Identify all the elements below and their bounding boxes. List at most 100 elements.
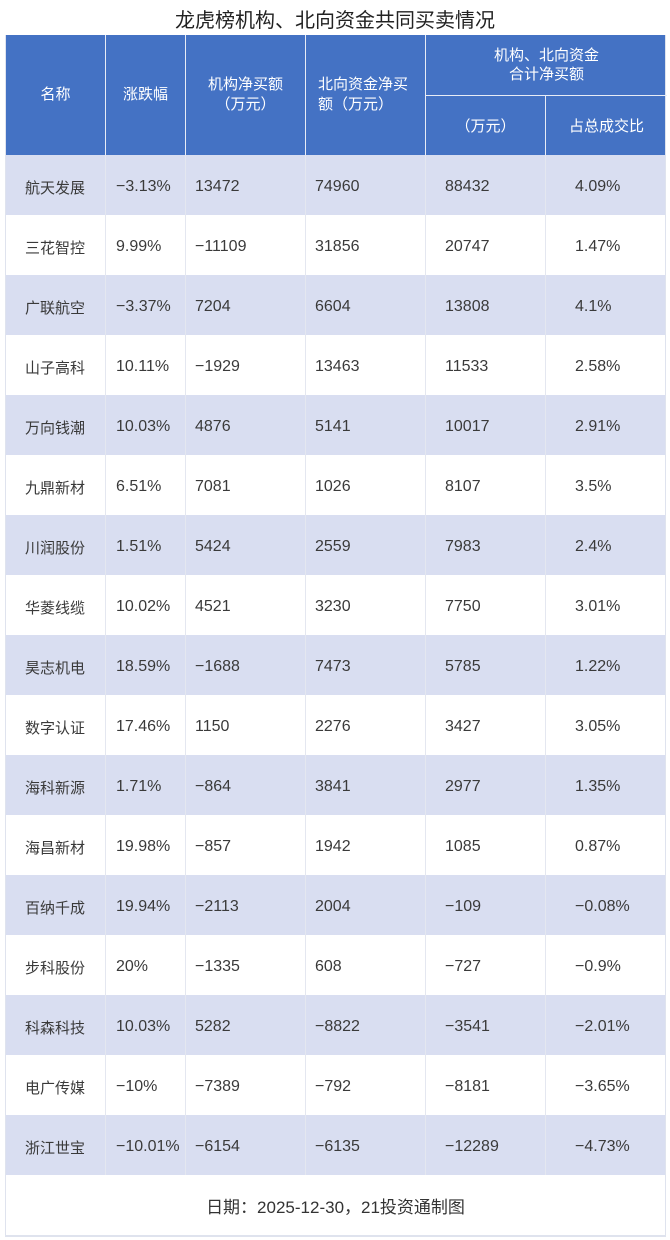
- cell-combined-ratio: 2.91%: [575, 418, 621, 435]
- cell-inst-net: −1929: [186, 335, 306, 395]
- table-row: 华菱线缆 10.02% 4521 3230 7750 3.01%: [6, 575, 665, 635]
- table-header: 名称 涨跌幅 机构净买额 （万元） 北向资金净买 额（万元） 机构、北向资金 合…: [6, 35, 667, 155]
- cell-combined-net: 7750: [426, 575, 546, 635]
- cell-combined-ratio: 2.58%: [575, 358, 621, 375]
- cell-name: 数字认证: [6, 695, 106, 755]
- table-row: 广联航空 −3.37% 7204 6604 13808 4.1%: [6, 275, 665, 335]
- cell-north-net: −8822: [306, 995, 426, 1055]
- cell-change: 1.71%: [106, 755, 186, 815]
- cell-name: 海昌新材: [6, 815, 106, 875]
- cell-north-net: 6604: [306, 275, 426, 335]
- header-combined-unit-label: （万元）: [455, 118, 516, 135]
- cell-north-net: 7473: [306, 635, 426, 695]
- cell-name: 万向钱潮: [6, 395, 106, 455]
- header-inst-net-line1: 机构净买额: [207, 76, 283, 93]
- cell-combined-ratio: 1.35%: [575, 778, 621, 795]
- cell-combined-net: 20747: [426, 215, 546, 275]
- header-inst-net-line2: （万元）: [215, 96, 276, 113]
- data-table: 名称 涨跌幅 机构净买额 （万元） 北向资金净买 额（万元） 机构、北向资金 合…: [5, 35, 667, 1237]
- cell-combined-net: −109: [426, 875, 546, 935]
- table-body: 航天发展 −3.13% 13472 74960 88432 4.09% 三花智控 9.99% −…: [6, 155, 665, 1175]
- cell-combined-net: 1085: [426, 815, 546, 875]
- cell-north-net: −6135: [306, 1115, 426, 1175]
- cell-change: 19.98%: [106, 815, 186, 875]
- cell-name: 广联航空: [6, 275, 106, 335]
- cell-change: −3.13%: [106, 155, 186, 215]
- cell-change: 19.94%: [106, 875, 186, 935]
- cell-combined-ratio: 3.05%: [575, 718, 621, 735]
- cell-inst-net: 1150: [186, 695, 306, 755]
- cell-inst-net: 5424: [186, 515, 306, 575]
- table-row: 川润股份 1.51% 5424 2559 7983 2.4%: [6, 515, 665, 575]
- cell-name: 科森科技: [6, 995, 106, 1055]
- table-row: 万向钱潮 10.03% 4876 5141 10017 2.91%: [6, 395, 665, 455]
- table-row: 百纳千成 19.94% −2113 2004 −109 −0.08%: [6, 875, 665, 935]
- cell-change: 20%: [106, 935, 186, 995]
- cell-combined-net: −3541: [426, 995, 546, 1055]
- header-combined-ratio-label: 占总成交比: [568, 118, 644, 135]
- cell-change: 18.59%: [106, 635, 186, 695]
- cell-change: −10.01%: [106, 1115, 186, 1175]
- cell-combined-net: 11533: [426, 335, 546, 395]
- cell-north-net: 2559: [306, 515, 426, 575]
- cell-north-net: 13463: [306, 335, 426, 395]
- header-name: 名称: [6, 35, 106, 155]
- cell-name: 三花智控: [6, 215, 106, 275]
- cell-combined-net: 7983: [426, 515, 546, 575]
- header-combined-unit: （万元）: [426, 96, 546, 155]
- cell-combined-net: 2977: [426, 755, 546, 815]
- table-footer: 日期：2025-12-30，21投资通制图: [6, 1175, 665, 1235]
- footer-caption: 日期：2025-12-30，21投资通制图: [206, 1197, 465, 1217]
- cell-inst-net: 5282: [186, 995, 306, 1055]
- table-row: 步科股份 20% −1335 608 −727 −0.9%: [6, 935, 665, 995]
- cell-inst-net: −11109: [186, 215, 306, 275]
- cell-inst-net: 4521: [186, 575, 306, 635]
- table-row: 山子高科 10.11% −1929 13463 11533 2.58%: [6, 335, 665, 395]
- cell-north-net: 3841: [306, 755, 426, 815]
- cell-north-net: 608: [306, 935, 426, 995]
- cell-combined-ratio: −2.01%: [575, 1018, 630, 1035]
- cell-name: 电广传媒: [6, 1055, 106, 1115]
- cell-north-net: −792: [306, 1055, 426, 1115]
- table-row: 数字认证 17.46% 1150 2276 3427 3.05%: [6, 695, 665, 755]
- cell-combined-ratio: 1.47%: [575, 238, 621, 255]
- cell-combined-net: 5785: [426, 635, 546, 695]
- cell-combined-net: 8107: [426, 455, 546, 515]
- cell-north-net: 1026: [306, 455, 426, 515]
- cell-combined-net: −727: [426, 935, 546, 995]
- header-inst-net: 机构净买额 （万元）: [186, 35, 306, 155]
- cell-north-net: 5141: [306, 395, 426, 455]
- header-north-net: 北向资金净买 额（万元）: [306, 35, 426, 155]
- header-combined-group: 机构、北向资金 合计净买额 （万元） 占总成交比: [426, 35, 667, 155]
- cell-name: 九鼎新材: [6, 455, 106, 515]
- cell-name: 浙江世宝: [6, 1115, 106, 1175]
- cell-name: 华菱线缆: [6, 575, 106, 635]
- cell-name: 川润股份: [6, 515, 106, 575]
- cell-north-net: 74960: [306, 155, 426, 215]
- cell-change: 10.03%: [106, 395, 186, 455]
- header-north-net-line1: 北向资金净买: [318, 76, 409, 93]
- cell-combined-net: −12289: [426, 1115, 546, 1175]
- table-title: 龙虎榜机构、北向资金共同买卖情况: [175, 10, 495, 32]
- cell-combined-ratio: 2.4%: [575, 538, 612, 555]
- cell-combined-net: 88432: [426, 155, 546, 215]
- cell-change: 6.51%: [106, 455, 186, 515]
- cell-combined-ratio: 1.22%: [575, 658, 621, 675]
- cell-inst-net: −6154: [186, 1115, 306, 1175]
- cell-combined-ratio: 3.5%: [575, 478, 612, 495]
- table-row: 电广传媒 −10% −7389 −792 −8181 −3.65%: [6, 1055, 665, 1115]
- cell-north-net: 31856: [306, 215, 426, 275]
- table-row: 海昌新材 19.98% −857 1942 1085 0.87%: [6, 815, 665, 875]
- cell-change: 10.03%: [106, 995, 186, 1055]
- header-change-label: 涨跌幅: [122, 86, 168, 103]
- cell-name: 航天发展: [6, 155, 106, 215]
- cell-change: 9.99%: [106, 215, 186, 275]
- cell-combined-net: 13808: [426, 275, 546, 335]
- cell-combined-ratio: −4.73%: [575, 1138, 630, 1155]
- cell-north-net: 2004: [306, 875, 426, 935]
- cell-change: 10.02%: [106, 575, 186, 635]
- cell-name: 昊志机电: [6, 635, 106, 695]
- cell-inst-net: −7389: [186, 1055, 306, 1115]
- header-combined-title: 机构、北向资金 合计净买额: [426, 35, 667, 96]
- cell-change: −10%: [106, 1055, 186, 1115]
